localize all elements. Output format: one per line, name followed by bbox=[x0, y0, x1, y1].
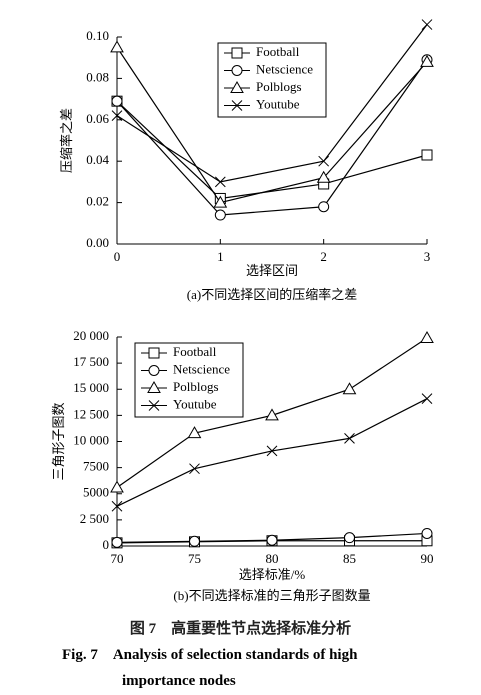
x-axis-label: 选择标准/% bbox=[239, 567, 306, 582]
marker bbox=[344, 532, 355, 544]
marker bbox=[421, 527, 433, 539]
marker bbox=[344, 433, 355, 444]
series-line bbox=[116, 100, 428, 200]
x-tick-label: 80 bbox=[266, 551, 279, 566]
marker bbox=[421, 393, 433, 405]
y-tick-label: 0 bbox=[103, 537, 110, 552]
y-tick-label: 10 000 bbox=[73, 432, 109, 447]
marker bbox=[189, 535, 200, 547]
marker bbox=[420, 54, 434, 67]
y-tick-label: 0.00 bbox=[86, 235, 109, 250]
x-tick-label: 0 bbox=[114, 249, 121, 264]
x-tick-label: 70 bbox=[111, 551, 124, 566]
y-axis-label: 三角形子图数 bbox=[51, 402, 66, 480]
marker bbox=[318, 155, 330, 167]
legend-label: Football bbox=[173, 344, 217, 359]
chart-caption: (b)不同选择标准的三角形子图数量 bbox=[173, 588, 370, 603]
marker bbox=[231, 47, 243, 59]
y-axis-label: 压缩率之差 bbox=[59, 108, 74, 173]
marker bbox=[187, 426, 202, 439]
x-tick-label: 3 bbox=[424, 249, 431, 264]
marker bbox=[111, 536, 123, 548]
caption-cn: 图 7 高重要性节点选择标准分析 bbox=[129, 621, 352, 637]
y-tick-label: 0.02 bbox=[86, 194, 109, 209]
y-tick-label: 20 000 bbox=[73, 328, 109, 343]
series-line bbox=[116, 24, 428, 183]
marker bbox=[110, 40, 124, 53]
legend-label: Youtube bbox=[256, 96, 300, 111]
marker bbox=[214, 209, 226, 221]
marker bbox=[266, 534, 278, 546]
marker bbox=[318, 201, 330, 213]
x-tick-label: 75 bbox=[188, 551, 201, 566]
x-tick-label: 85 bbox=[343, 551, 356, 566]
marker bbox=[110, 480, 124, 493]
legend-label: Polblogs bbox=[173, 379, 219, 394]
marker bbox=[266, 445, 278, 457]
chart-caption: (a)不同选择区间的压缩率之差 bbox=[187, 287, 357, 302]
series-line bbox=[116, 47, 428, 204]
marker bbox=[231, 65, 243, 76]
y-tick-label: 5000 bbox=[83, 485, 109, 500]
marker bbox=[316, 170, 331, 183]
y-tick-label: 0.04 bbox=[86, 152, 109, 167]
marker bbox=[148, 347, 160, 359]
legend-label: Youtube bbox=[173, 396, 217, 411]
marker bbox=[189, 463, 200, 475]
x-tick-label: 1 bbox=[217, 249, 224, 264]
marker bbox=[111, 110, 123, 122]
legend-label: Football bbox=[256, 44, 300, 59]
marker bbox=[230, 80, 244, 93]
y-tick-label: 2 500 bbox=[80, 511, 109, 526]
marker bbox=[231, 100, 243, 111]
marker bbox=[342, 382, 357, 395]
x-tick-label: 2 bbox=[320, 249, 327, 264]
marker bbox=[421, 19, 433, 30]
x-tick-label: 90 bbox=[421, 551, 434, 566]
marker bbox=[148, 365, 160, 376]
series-line bbox=[116, 59, 428, 216]
x-axis-label: 选择区间 bbox=[246, 263, 298, 278]
marker bbox=[421, 149, 433, 161]
y-tick-label: 17 500 bbox=[73, 354, 109, 369]
y-tick-label: 0.10 bbox=[86, 28, 109, 43]
y-tick-label: 0.08 bbox=[86, 69, 109, 84]
marker bbox=[265, 408, 279, 421]
marker bbox=[148, 400, 160, 411]
y-tick-label: 12 500 bbox=[73, 406, 109, 421]
y-tick-label: 0.06 bbox=[86, 111, 109, 126]
y-tick-label: 7500 bbox=[83, 459, 109, 474]
marker bbox=[111, 95, 123, 107]
marker bbox=[420, 331, 434, 344]
marker bbox=[214, 176, 226, 188]
y-tick-label: 15 000 bbox=[73, 380, 109, 395]
marker bbox=[213, 195, 228, 208]
legend-label: Polblogs bbox=[256, 79, 302, 94]
legend-label: Netscience bbox=[256, 61, 313, 76]
legend-label: Netscience bbox=[173, 361, 230, 376]
caption-en: Fig. 7 Analysis of selection standards o… bbox=[62, 647, 358, 689]
marker bbox=[147, 380, 161, 393]
marker bbox=[111, 500, 123, 512]
